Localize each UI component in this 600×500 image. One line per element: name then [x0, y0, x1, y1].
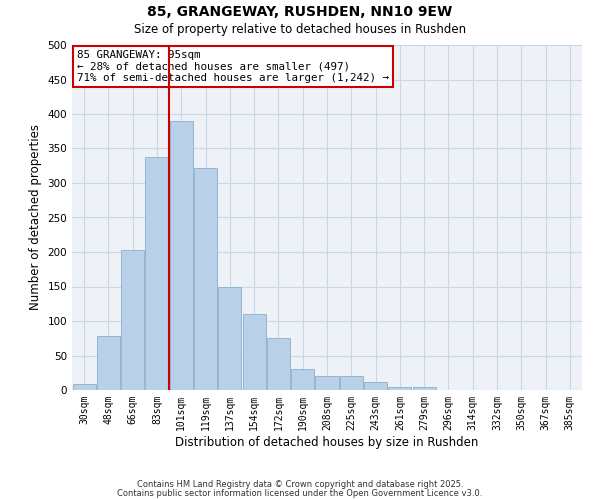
Bar — [73, 384, 95, 390]
Y-axis label: Number of detached properties: Number of detached properties — [29, 124, 42, 310]
X-axis label: Distribution of detached houses by size in Rushden: Distribution of detached houses by size … — [175, 436, 479, 448]
Text: Contains public sector information licensed under the Open Government Licence v3: Contains public sector information licen… — [118, 488, 482, 498]
Bar — [97, 336, 120, 390]
Bar — [340, 376, 363, 390]
Bar — [316, 376, 338, 390]
Bar — [242, 314, 266, 390]
Bar — [364, 382, 387, 390]
Bar — [291, 370, 314, 390]
Bar — [413, 386, 436, 390]
Text: 85, GRANGEWAY, RUSHDEN, NN10 9EW: 85, GRANGEWAY, RUSHDEN, NN10 9EW — [148, 5, 452, 19]
Bar — [388, 386, 412, 390]
Bar — [218, 286, 241, 390]
Bar — [267, 338, 290, 390]
Bar — [145, 158, 169, 390]
Bar — [170, 121, 193, 390]
Bar — [194, 168, 217, 390]
Text: Size of property relative to detached houses in Rushden: Size of property relative to detached ho… — [134, 22, 466, 36]
Text: Contains HM Land Registry data © Crown copyright and database right 2025.: Contains HM Land Registry data © Crown c… — [137, 480, 463, 489]
Bar — [121, 250, 144, 390]
Text: 85 GRANGEWAY: 95sqm
← 28% of detached houses are smaller (497)
71% of semi-detac: 85 GRANGEWAY: 95sqm ← 28% of detached ho… — [77, 50, 389, 84]
